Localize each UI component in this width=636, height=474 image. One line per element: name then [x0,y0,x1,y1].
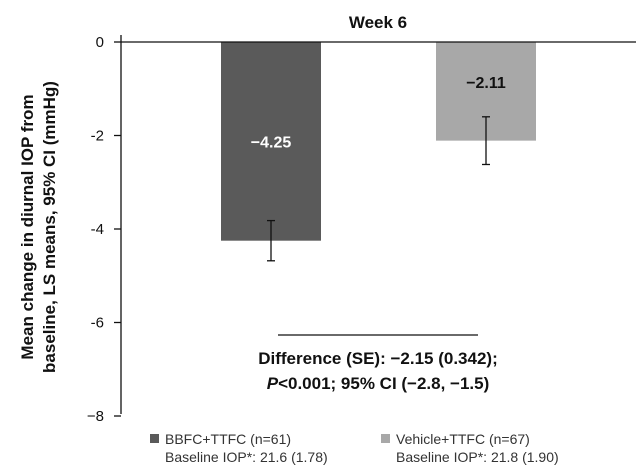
legend-item-bbfc: BBFC+TTFC (n=61) Baseline IOP*: 21.6 (1.… [150,430,328,466]
y-axis-ticks: 0 -2 -4 -6 −8 [87,34,121,425]
legend-label-bbfc: BBFC+TTFC (n=61) [165,431,292,447]
y-tick-label: -6 [91,315,104,332]
legend-swatch-vehicle [381,434,390,443]
bar-1 [221,42,321,241]
legend-label-vehicle: Vehicle+TTFC (n=67) [396,431,530,447]
p-value-ci: <0.001; 95% CI (−2.8, −1.5) [278,374,489,393]
difference-annotation-line1: Difference (SE): −2.15 (0.342); [258,349,498,368]
p-symbol: P [267,374,279,393]
legend-item-vehicle: Vehicle+TTFC (n=67) Baseline IOP*: 21.8 … [381,430,559,466]
y-tick-label: −8 [87,408,104,425]
legend-baseline-bbfc: Baseline IOP*: 21.6 (1.78) [165,449,328,465]
bar-value-label-1: −4.25 [251,134,292,151]
difference-annotation-line2: P<0.001; 95% CI (−2.8, −1.5) [267,374,490,393]
y-tick-label: -4 [91,221,104,238]
legend-swatch-bbfc [150,434,159,443]
y-axis-label-line1: Mean change in diurnal IOP from [18,94,37,359]
legend-baseline-vehicle: Baseline IOP*: 21.8 (1.90) [396,449,559,465]
bar-value-label-2: −2.11 [466,75,506,92]
y-tick-label: 0 [96,34,104,51]
y-axis-label-line2: baseline, LS means, 95% CI (mmHg) [40,81,59,373]
chart-title: Week 6 [349,13,407,32]
y-tick-label: -2 [91,128,104,145]
bars: −4.25 −2.11 [221,42,536,262]
